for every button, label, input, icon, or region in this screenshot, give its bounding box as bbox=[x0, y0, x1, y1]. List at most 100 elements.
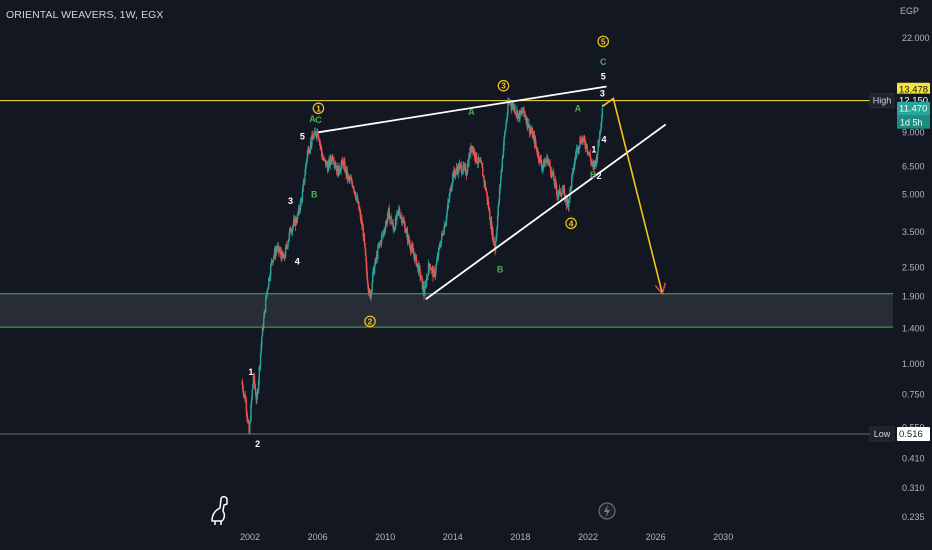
candle-down bbox=[318, 137, 320, 141]
price-axis: EGP 22.000 9.000 6.500 5.000 3.500 2.500 1.900 1… bbox=[869, 6, 930, 522]
candle-up bbox=[268, 277, 270, 287]
wave-label-impulse: 4 bbox=[602, 135, 607, 145]
candle-down bbox=[526, 118, 529, 127]
candle-up bbox=[340, 164, 342, 171]
lightning-icon[interactable] bbox=[598, 502, 616, 520]
candle-up bbox=[384, 231, 386, 232]
candle-up bbox=[568, 199, 570, 207]
low-price-badge: Low 0.516 bbox=[869, 426, 930, 442]
candle-down bbox=[563, 189, 566, 200]
candle-down bbox=[347, 176, 350, 178]
candle-down bbox=[583, 137, 586, 141]
candle-down bbox=[461, 172, 463, 174]
candle-down bbox=[560, 194, 562, 196]
high-price-badge-text: 12.150 bbox=[899, 96, 928, 107]
candle-up bbox=[466, 163, 469, 173]
interval-label: 1W bbox=[119, 9, 136, 21]
candle-down bbox=[490, 221, 493, 234]
candle-down bbox=[588, 152, 590, 155]
candle-up bbox=[261, 336, 263, 346]
candle-down bbox=[241, 381, 243, 385]
candle-up bbox=[541, 168, 544, 169]
candle-down bbox=[324, 159, 326, 161]
candle-up bbox=[582, 139, 584, 142]
high-price-badge-tag-text: High bbox=[873, 96, 892, 106]
candle-down bbox=[553, 172, 555, 181]
candle-down bbox=[514, 112, 517, 114]
candle-up bbox=[579, 139, 581, 147]
candle-down bbox=[537, 151, 540, 159]
candle-down bbox=[586, 144, 588, 151]
candle-up bbox=[418, 265, 420, 273]
candle-down bbox=[408, 241, 411, 244]
candle-down bbox=[421, 275, 423, 279]
candle-up bbox=[558, 190, 560, 196]
candle-up bbox=[389, 217, 391, 220]
candle-down bbox=[388, 208, 390, 220]
candle-up bbox=[302, 185, 304, 192]
wave-label-abc: A bbox=[575, 103, 582, 113]
target-price-badge-text: 13.478 bbox=[899, 85, 928, 96]
candle-down bbox=[493, 237, 495, 244]
candle-down bbox=[398, 208, 401, 214]
candle-down bbox=[590, 157, 592, 162]
candle-up bbox=[380, 236, 383, 244]
candle-up bbox=[355, 197, 357, 199]
candle-up bbox=[569, 186, 572, 189]
candle-down bbox=[555, 183, 558, 190]
candle-down bbox=[308, 148, 310, 154]
candle-down bbox=[351, 179, 353, 184]
currency-label: EGP bbox=[900, 6, 919, 16]
candle-down bbox=[418, 265, 421, 269]
candle-up bbox=[436, 260, 438, 265]
candle-up bbox=[424, 286, 426, 297]
candle-down bbox=[364, 247, 367, 256]
candle-up bbox=[539, 156, 541, 162]
candle-down bbox=[244, 394, 246, 402]
candle-down bbox=[591, 162, 593, 164]
candle-up bbox=[444, 223, 447, 228]
candle-up bbox=[436, 256, 439, 261]
candle-up bbox=[291, 231, 293, 233]
candle-up bbox=[372, 272, 374, 283]
last-price-badge-box bbox=[897, 101, 930, 116]
candle-up bbox=[288, 232, 291, 239]
candle-up bbox=[266, 289, 269, 292]
candle-down bbox=[565, 195, 567, 202]
candle-down bbox=[584, 140, 586, 146]
candle-up bbox=[281, 251, 283, 260]
price-tick-label: 6.500 bbox=[902, 162, 925, 172]
candle-down bbox=[320, 144, 322, 147]
candle-down bbox=[463, 164, 465, 168]
candle-up bbox=[270, 261, 273, 266]
wave-label-circled: 5 bbox=[601, 36, 606, 46]
candle-down bbox=[546, 156, 549, 164]
wave-circle bbox=[312, 102, 325, 115]
candle-up bbox=[529, 129, 531, 133]
candle-up bbox=[477, 162, 479, 164]
candle-up bbox=[416, 263, 418, 266]
wave-circle bbox=[565, 217, 577, 230]
candle-down bbox=[365, 255, 367, 262]
candle-up bbox=[329, 157, 331, 166]
candle-down bbox=[524, 113, 526, 118]
candle-down bbox=[280, 250, 282, 255]
candle-down bbox=[321, 157, 324, 160]
candle-up bbox=[297, 214, 299, 216]
candle-down bbox=[349, 178, 352, 180]
candle-down bbox=[422, 285, 425, 293]
candle-up bbox=[504, 132, 506, 137]
wave-label-abc: A bbox=[468, 107, 475, 117]
candle-down bbox=[358, 201, 360, 209]
candle-up bbox=[519, 110, 521, 120]
candle-up bbox=[542, 165, 544, 169]
candle-up bbox=[498, 189, 501, 201]
candle-down bbox=[296, 222, 298, 223]
candle-up bbox=[387, 211, 389, 218]
tradingview-dino-icon[interactable] bbox=[211, 496, 228, 525]
candle-down bbox=[391, 222, 393, 224]
candle-up bbox=[250, 404, 252, 421]
